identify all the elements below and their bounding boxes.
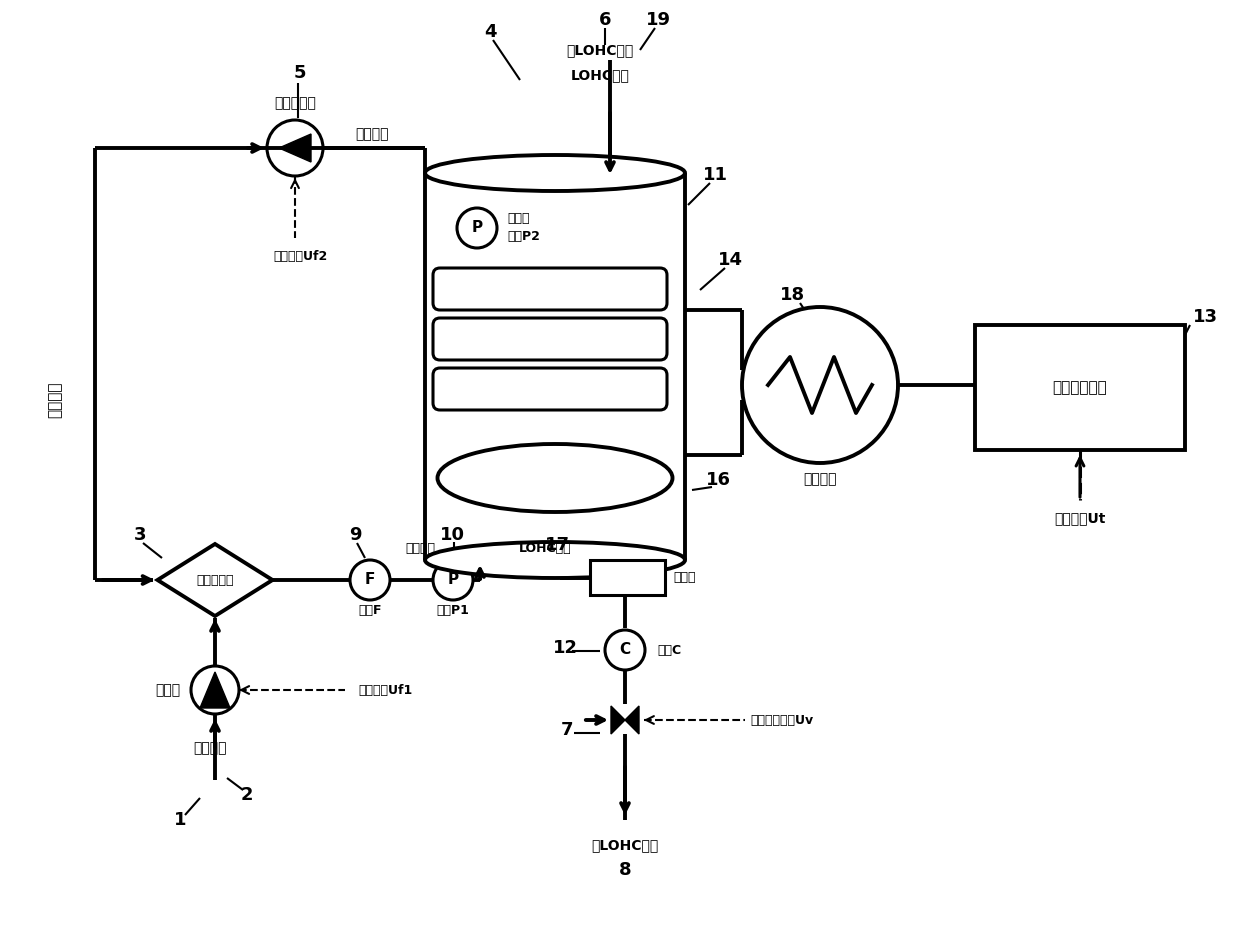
Circle shape bbox=[458, 208, 497, 248]
Text: 13: 13 bbox=[1193, 308, 1218, 326]
Text: 14: 14 bbox=[718, 251, 743, 269]
Circle shape bbox=[433, 560, 472, 600]
Text: 10: 10 bbox=[439, 526, 465, 544]
Text: 反应器: 反应器 bbox=[507, 213, 529, 226]
Circle shape bbox=[456, 322, 490, 356]
Text: 9: 9 bbox=[348, 526, 361, 544]
Text: 5: 5 bbox=[294, 64, 306, 82]
Text: 19: 19 bbox=[646, 11, 671, 29]
Text: 18: 18 bbox=[780, 286, 806, 304]
Text: 6: 6 bbox=[599, 11, 611, 29]
Polygon shape bbox=[157, 544, 273, 616]
Text: LOHC管道: LOHC管道 bbox=[570, 68, 630, 82]
Text: 贯LOHC注入: 贯LOHC注入 bbox=[567, 43, 634, 57]
Text: 4: 4 bbox=[484, 23, 496, 41]
Text: C: C bbox=[620, 643, 631, 658]
Text: 温度T: 温度T bbox=[497, 332, 521, 346]
Circle shape bbox=[742, 307, 898, 463]
Text: LOHC管道: LOHC管道 bbox=[518, 541, 572, 554]
Text: 加氢泵: 加氢泵 bbox=[155, 683, 180, 697]
Text: 压力P1: 压力P1 bbox=[436, 603, 470, 616]
Text: 温度控制Ut: 温度控制Ut bbox=[1054, 511, 1106, 525]
Circle shape bbox=[267, 120, 322, 176]
Text: P: P bbox=[471, 220, 482, 236]
FancyBboxPatch shape bbox=[433, 368, 667, 410]
Polygon shape bbox=[611, 706, 625, 734]
Text: 氢气管道: 氢气管道 bbox=[405, 541, 435, 554]
Text: 输出阀门控制Uv: 输出阀门控制Uv bbox=[750, 713, 813, 726]
Text: 浓度C: 浓度C bbox=[657, 644, 681, 657]
Text: 3: 3 bbox=[134, 526, 146, 544]
Text: 过滤器: 过滤器 bbox=[673, 571, 696, 584]
Ellipse shape bbox=[438, 444, 672, 512]
Text: 转速控制Uf1: 转速控制Uf1 bbox=[358, 684, 412, 697]
Text: 热交换器: 热交换器 bbox=[804, 472, 837, 486]
Circle shape bbox=[191, 666, 239, 714]
Text: F: F bbox=[365, 573, 376, 587]
Text: 氢气循环泵: 氢气循环泵 bbox=[274, 96, 316, 110]
Text: 氢气管道: 氢气管道 bbox=[47, 382, 62, 418]
Text: 16: 16 bbox=[706, 471, 730, 489]
Text: 1: 1 bbox=[174, 811, 186, 829]
Text: 2: 2 bbox=[241, 786, 253, 804]
Text: 温度控制装置: 温度控制装置 bbox=[1053, 380, 1107, 395]
FancyBboxPatch shape bbox=[433, 318, 667, 360]
Polygon shape bbox=[279, 134, 311, 162]
Text: 流量F: 流量F bbox=[358, 603, 382, 616]
Text: T: T bbox=[467, 331, 479, 347]
Text: 催化剂脱落回收装置: 催化剂脱落回收装置 bbox=[521, 472, 589, 485]
Text: 氢气分配器: 氢气分配器 bbox=[196, 574, 234, 586]
FancyBboxPatch shape bbox=[433, 268, 667, 310]
Text: 17: 17 bbox=[544, 536, 569, 554]
Bar bbox=[590, 560, 665, 595]
Circle shape bbox=[605, 630, 645, 670]
Text: P: P bbox=[448, 573, 459, 587]
Text: 转速控制Uf2: 转速控制Uf2 bbox=[273, 250, 327, 263]
Text: 7: 7 bbox=[560, 721, 573, 739]
Bar bbox=[975, 325, 1185, 450]
Text: 氢气注入: 氢气注入 bbox=[193, 741, 227, 755]
Text: 12: 12 bbox=[553, 639, 578, 657]
Text: 压力P2: 压力P2 bbox=[507, 230, 539, 243]
Ellipse shape bbox=[425, 542, 684, 578]
Circle shape bbox=[350, 560, 391, 600]
Text: 氢气管道: 氢气管道 bbox=[355, 127, 388, 141]
Polygon shape bbox=[200, 672, 229, 708]
Text: 8: 8 bbox=[619, 861, 631, 879]
Text: 富LOHC导出: 富LOHC导出 bbox=[591, 838, 658, 852]
Text: 热交换管: 热交换管 bbox=[539, 282, 570, 295]
Polygon shape bbox=[625, 706, 639, 734]
Text: 11: 11 bbox=[703, 166, 728, 184]
Ellipse shape bbox=[425, 155, 684, 191]
